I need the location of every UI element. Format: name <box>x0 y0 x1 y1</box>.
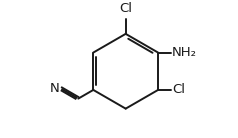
Text: N: N <box>50 82 60 95</box>
Text: Cl: Cl <box>172 83 185 96</box>
Text: NH₂: NH₂ <box>172 46 197 59</box>
Text: Cl: Cl <box>119 2 132 15</box>
